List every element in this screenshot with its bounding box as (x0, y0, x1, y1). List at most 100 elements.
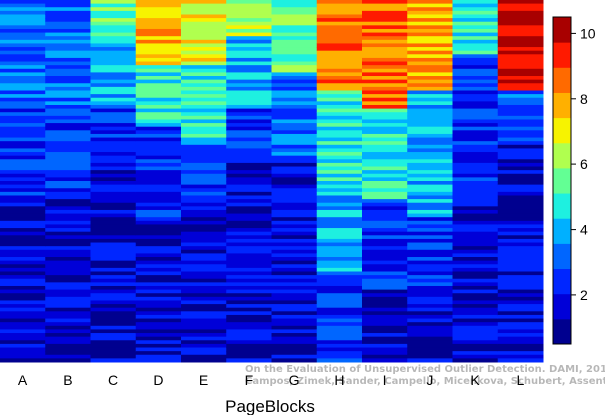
heatmap-cell (407, 18, 453, 23)
heatmap-cell (271, 10, 318, 15)
heatmap-cell (226, 314, 272, 320)
heatmap-cell (271, 329, 318, 334)
heatmap-cell (362, 61, 408, 66)
heatmap-cell (362, 224, 408, 229)
heatmap-cell (452, 278, 499, 283)
heatmap-cell (407, 144, 453, 149)
heatmap-cell (497, 300, 544, 305)
heatmap-cell (407, 289, 453, 294)
heatmap-cell (497, 0, 544, 5)
heatmap-cell (0, 137, 46, 142)
heatmap-cell (45, 54, 91, 59)
heatmap-cell (316, 94, 363, 99)
heatmap-cell (181, 79, 227, 84)
heatmap-cell (45, 86, 91, 91)
heatmap-cell (497, 133, 544, 139)
heatmap-cell (271, 242, 318, 247)
heatmap-cell (135, 112, 182, 117)
heatmap-cell (362, 21, 408, 26)
heatmap-cell (226, 213, 272, 218)
heatmap-cell (0, 209, 46, 215)
heatmap-cell (362, 333, 408, 338)
heatmap-cell (226, 32, 272, 37)
heatmap-cell (181, 94, 227, 99)
heatmap-cell (407, 304, 453, 309)
heatmap-cell (362, 119, 408, 124)
heatmap-cell (407, 50, 453, 55)
heatmap-cell (90, 18, 137, 23)
heatmap-cell (362, 347, 408, 352)
heatmap-cell (135, 238, 182, 244)
heatmap-cell (135, 133, 182, 139)
heatmap-cell (0, 28, 46, 34)
heatmap-cell (181, 329, 227, 334)
heatmap-cell (271, 101, 318, 106)
heatmap-cell (0, 119, 46, 124)
heatmap-cell (135, 7, 182, 12)
heatmap-cell (226, 228, 272, 233)
heatmap-cell (0, 148, 46, 153)
heatmap-cell (0, 278, 46, 283)
heatmap-cell (497, 253, 544, 258)
heatmap-cell (316, 217, 363, 222)
heatmap-cell (407, 57, 453, 63)
heatmap-cell (271, 181, 318, 186)
heatmap-cell (45, 90, 91, 95)
heatmap-cell (407, 257, 453, 262)
heatmap-cell (271, 325, 318, 330)
heatmap-cell (497, 224, 544, 229)
heatmap-cell (135, 235, 182, 240)
heatmap-cell (452, 195, 499, 200)
heatmap-cell (90, 354, 137, 359)
heatmap-cell (45, 28, 91, 34)
heatmap-cell (135, 318, 182, 323)
heatmap-cell (452, 130, 499, 135)
heatmap-cell (497, 311, 544, 316)
heatmap-cell (181, 347, 227, 352)
heatmap-cell (316, 148, 363, 153)
heatmap-cell (362, 18, 408, 23)
heatmap-cell (407, 322, 453, 327)
heatmap-cell (181, 152, 227, 157)
heatmap-cell (497, 358, 544, 363)
heatmap-cell (90, 278, 137, 283)
heatmap-cell (226, 285, 272, 291)
heatmap-cell (90, 119, 137, 124)
heatmap-cell (316, 61, 363, 66)
heatmap-cell (452, 217, 499, 222)
heatmap-cell (181, 278, 227, 283)
heatmap-cell (407, 191, 453, 196)
heatmap-cell (362, 314, 408, 320)
heatmap-cell (362, 177, 408, 182)
heatmap-cell (497, 314, 544, 320)
heatmap-cell (181, 10, 227, 15)
heatmap-cell (271, 275, 318, 280)
colorbar-tick-label: 4 (580, 222, 588, 238)
heatmap-cell (90, 159, 137, 164)
heatmap-cell (407, 271, 453, 276)
heatmap-cell (271, 47, 318, 52)
heatmap-cell (181, 336, 227, 341)
heatmap-cell (135, 115, 182, 120)
heatmap-cell (135, 32, 182, 37)
heatmap-cell (226, 199, 272, 204)
heatmap-cell (90, 289, 137, 294)
heatmap-cell (0, 57, 46, 63)
heatmap-cell (181, 90, 227, 95)
heatmap-cell (407, 343, 453, 349)
heatmap-cell (135, 10, 182, 15)
heatmap-cell (316, 177, 363, 182)
heatmap-cell (45, 173, 91, 178)
heatmap-cell (0, 181, 46, 186)
heatmap-cell (45, 177, 91, 182)
heatmap-cell (362, 242, 408, 247)
heatmap-cell (0, 336, 46, 341)
heatmap-cell (271, 137, 318, 142)
heatmap-cell (135, 253, 182, 258)
heatmap-cell (90, 333, 137, 338)
heatmap-cell (316, 159, 363, 164)
heatmap-cell (452, 351, 499, 356)
heatmap-cell (181, 25, 227, 30)
heatmap-cell (90, 217, 137, 222)
heatmap-cell (316, 289, 363, 294)
